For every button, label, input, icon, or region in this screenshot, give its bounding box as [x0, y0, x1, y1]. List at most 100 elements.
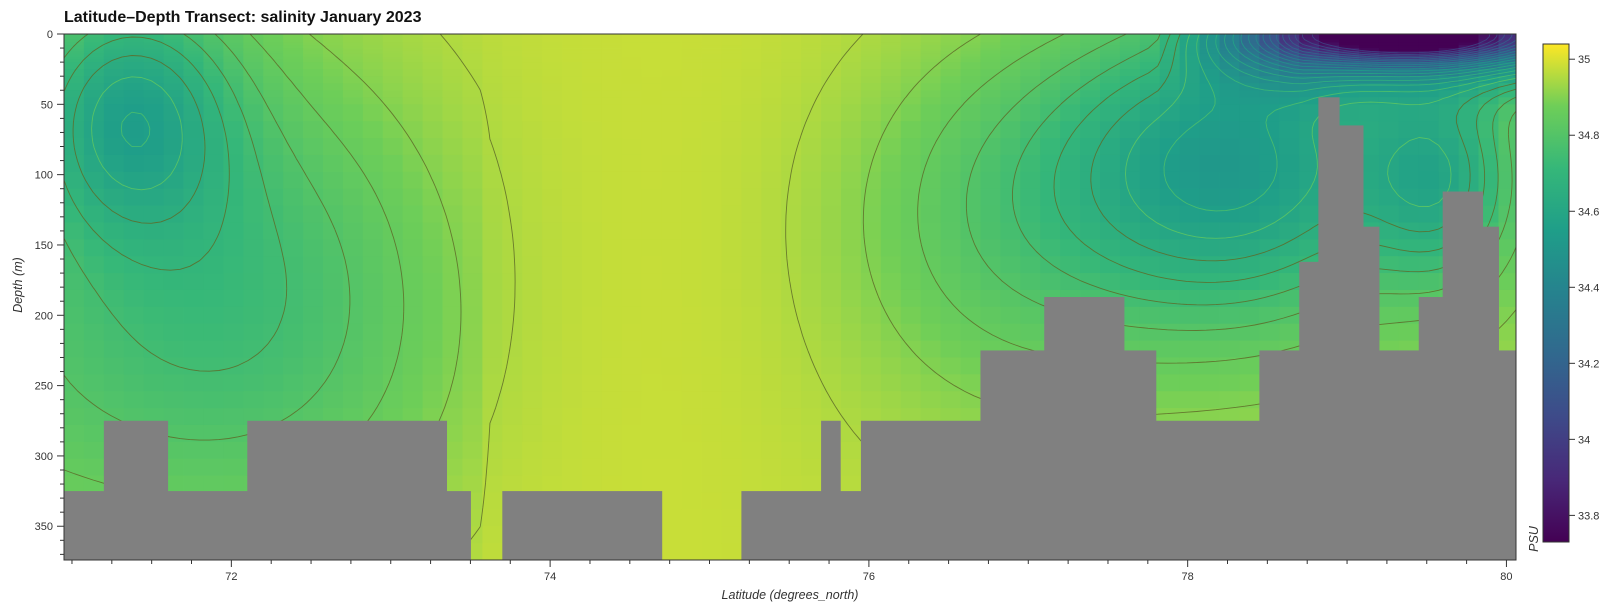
salinity-cell — [1020, 59, 1041, 63]
salinity-cell — [342, 36, 364, 41]
salinity-cell — [1080, 42, 1101, 46]
salinity-cell — [183, 323, 204, 341]
salinity-cell — [303, 188, 324, 206]
salinity-cell — [621, 340, 643, 358]
salinity-cell — [841, 34, 862, 38]
salinity-cell — [741, 97, 762, 105]
salinity-cell — [1259, 83, 1280, 91]
salinity-cell — [1199, 83, 1220, 91]
salinity-cell — [542, 45, 563, 49]
salinity-cell — [1199, 154, 1220, 173]
salinity-cell — [1219, 205, 1240, 223]
seafloor-block — [1362, 226, 1380, 560]
salinity-cell — [1418, 188, 1440, 206]
salinity-cell — [402, 39, 424, 43]
salinity-cell — [123, 239, 145, 257]
salinity-cell — [103, 138, 125, 156]
salinity-cell — [601, 171, 623, 190]
salinity-cell — [661, 222, 683, 240]
salinity-cell — [821, 222, 842, 240]
salinity-cell — [1438, 76, 1460, 84]
salinity-cell — [1000, 205, 1021, 223]
salinity-cell — [163, 239, 184, 257]
salinity-cell — [960, 222, 981, 240]
salinity-cell — [123, 306, 145, 325]
salinity-cell — [123, 323, 145, 341]
salinity-cell — [64, 104, 85, 122]
salinity-cell — [163, 39, 184, 43]
salinity-cell — [1139, 69, 1161, 77]
salinity-cell — [382, 56, 404, 60]
salinity-cell — [821, 50, 842, 55]
salinity-cell — [821, 83, 842, 91]
salinity-cell — [721, 34, 742, 38]
salinity-cell — [103, 391, 125, 409]
salinity-cell — [1378, 97, 1400, 105]
salinity-cell — [1498, 97, 1516, 105]
salinity-cell — [1179, 138, 1201, 156]
salinity-cell — [701, 424, 722, 443]
salinity-cell — [1159, 188, 1181, 206]
salinity-cell — [601, 205, 623, 223]
salinity-cell — [64, 154, 85, 173]
salinity-cell — [522, 188, 543, 206]
salinity-cell — [841, 458, 862, 477]
salinity-cell — [323, 205, 344, 223]
salinity-cell — [482, 56, 503, 60]
salinity-cell — [442, 323, 463, 341]
salinity-cell — [542, 205, 563, 223]
salinity-cell — [1179, 239, 1201, 257]
salinity-cell — [1020, 154, 1041, 173]
salinity-cell — [303, 154, 324, 173]
salinity-cell — [661, 59, 683, 63]
salinity-cell — [422, 97, 443, 105]
salinity-cell — [1179, 222, 1201, 240]
salinity-cell — [223, 42, 244, 46]
salinity-cell — [781, 76, 802, 84]
salinity-cell — [1100, 90, 1121, 98]
salinity-cell — [103, 48, 125, 52]
salinity-cell — [83, 323, 105, 341]
salinity-cell — [781, 340, 802, 358]
salinity-cell — [1020, 256, 1041, 274]
salinity-cell — [562, 256, 583, 274]
salinity-cell — [362, 36, 384, 41]
salinity-cell — [243, 374, 264, 392]
salinity-cell — [64, 408, 85, 426]
salinity-cell — [1259, 48, 1280, 52]
salinity-cell — [382, 69, 404, 77]
salinity-cell — [701, 256, 722, 274]
salinity-cell — [442, 239, 463, 257]
salinity-cell — [1199, 97, 1220, 105]
salinity-cell — [860, 45, 882, 49]
salinity-cell — [841, 357, 862, 375]
salinity-cell — [442, 256, 463, 274]
salinity-cell — [562, 188, 583, 206]
salinity-cell — [1279, 239, 1300, 257]
salinity-cell — [1279, 323, 1300, 341]
salinity-cell — [163, 42, 184, 46]
salinity-cell — [362, 56, 384, 60]
salinity-cell — [1040, 138, 1061, 156]
salinity-cell — [1139, 39, 1161, 43]
salinity-cell — [1418, 39, 1440, 43]
salinity-cell — [960, 306, 981, 325]
salinity-cell — [960, 90, 981, 98]
salinity-cell — [522, 121, 543, 139]
salinity-cell — [761, 104, 782, 122]
salinity-cell — [900, 171, 922, 190]
contour-line — [91, 34, 1516, 239]
salinity-cell — [821, 104, 842, 122]
salinity-cell — [342, 273, 364, 291]
salinity-cell — [542, 69, 563, 77]
salinity-cell — [402, 97, 424, 105]
salinity-cell — [83, 34, 105, 38]
salinity-cell — [1359, 90, 1380, 98]
salinity-cell — [1418, 239, 1440, 257]
salinity-cell — [960, 357, 981, 375]
salinity-cell — [143, 62, 165, 70]
salinity-cell — [1139, 90, 1161, 98]
salinity-cell — [1139, 36, 1161, 41]
salinity-cell — [382, 39, 404, 43]
salinity-cell — [303, 306, 324, 325]
